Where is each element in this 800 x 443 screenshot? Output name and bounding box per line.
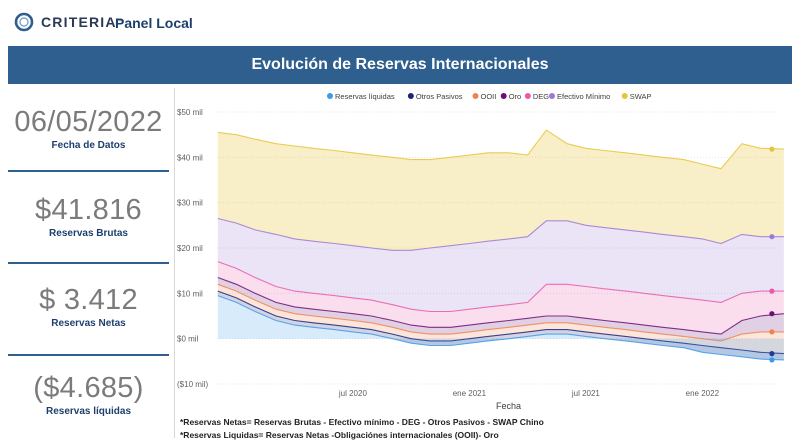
banner-title: Evolución de Reservas Internacionales xyxy=(251,56,549,73)
footnote-reservas-netas: *Reservas Netas= Reservas Brutas - Efect… xyxy=(180,417,544,427)
kpi-label-reservas-liquidas: Reservas líquidas xyxy=(45,406,132,417)
x-tick-label: ene 2022 xyxy=(686,389,720,398)
top-bar: CRITERIA ™ Panel Local xyxy=(0,0,800,52)
legend-label-oro: Oro xyxy=(509,92,522,101)
area-band-ooii xyxy=(217,284,784,354)
logo-trademark: ™ xyxy=(116,19,123,25)
panel-divider xyxy=(174,88,175,438)
y-tick-label: $20 mil xyxy=(177,244,203,253)
legend-marker-oro xyxy=(500,93,507,99)
kpi-value-reservas-brutas: $41.816 xyxy=(35,194,142,226)
legend-marker-otros-pasivos xyxy=(407,93,414,99)
kpi-value-fecha: 06/05/2022 xyxy=(14,106,163,138)
kpi-card-reservas-netas: $ 3.412 Reservas Netas xyxy=(8,268,169,356)
x-axis-title: Fecha xyxy=(496,401,521,411)
legend-label-swap: SWAP xyxy=(630,92,652,101)
kpi-value-reservas-netas: $ 3.412 xyxy=(39,284,138,316)
kpi-label-reservas-netas: Reservas Netas xyxy=(51,318,126,329)
series-line-efectivo-m-nimo xyxy=(217,217,784,251)
reserves-area-chart[interactable]: $50 mil $40 mil $30 mil $20 mil $10 mil $0 mi… xyxy=(175,86,795,412)
series-line-otros-pasivos xyxy=(217,290,784,355)
y-tick-label: $0 mil xyxy=(177,335,199,344)
legend-label-reservas-l-quidas: Reservas líquidas xyxy=(335,92,395,101)
criteria-ring-icon xyxy=(14,12,34,32)
x-tick-label: ene 2021 xyxy=(453,389,487,398)
kpi-card-reservas-brutas: $41.816 Reservas Brutas xyxy=(8,176,169,264)
series-line-reservas-l-quidas xyxy=(217,295,784,361)
series-endpoint-reservas-l-quidas xyxy=(769,357,775,363)
series-line-swap xyxy=(217,129,784,170)
kpi-card-reservas-liquidas: ($4.685) Reservas líquidas xyxy=(8,362,169,436)
area-band-deg xyxy=(217,261,784,335)
series-endpoint-ooii xyxy=(769,329,775,335)
series-endpoint-swap xyxy=(769,146,775,152)
series-line-deg xyxy=(217,261,784,313)
legend-marker-efectivo-m-nimo xyxy=(549,93,555,99)
legend-label-efectivo-m-nimo: Efectivo Mínimo xyxy=(557,92,610,101)
series-line-oro xyxy=(217,276,784,335)
area-band-swap xyxy=(217,130,784,251)
kpi-card-fecha: 06/05/2022 Fecha de Datos xyxy=(8,96,169,172)
kpi-label-reservas-brutas: Reservas Brutas xyxy=(49,228,128,239)
x-tick-label: jul 2020 xyxy=(338,389,368,398)
panel-local-link[interactable]: Panel Local xyxy=(115,15,193,31)
legend-marker-reservas-l-quidas xyxy=(327,93,333,99)
footnote-reservas-liquidas: *Reservas Liquidas= Reservas Netas -Obli… xyxy=(180,430,499,440)
kpi-label-fecha: Fecha de Datos xyxy=(51,140,126,151)
series-endpoint-efectivo-m-nimo xyxy=(769,234,775,240)
criteria-logo[interactable]: CRITERIA ™ xyxy=(13,11,123,33)
y-tick-label: $10 mil xyxy=(177,289,203,298)
legend-marker-ooii xyxy=(472,93,479,99)
legend-label-otros-pasivos: Otros Pasivos xyxy=(416,92,463,101)
legend-label-ooii: OOII xyxy=(481,92,497,101)
series-line-ooii xyxy=(217,283,784,342)
legend-marker-swap xyxy=(621,93,628,99)
legend-label-deg: DEG xyxy=(533,92,549,101)
x-tick-label: jul 2021 xyxy=(571,389,601,398)
logo-text: CRITERIA xyxy=(41,14,117,30)
y-tick-label: ($10 mil) xyxy=(177,380,208,389)
y-tick-label: $50 mil xyxy=(177,108,203,117)
y-tick-label: $40 mil xyxy=(177,153,203,162)
area-band-efectivo-m-nimo xyxy=(217,218,784,312)
series-endpoint-otros-pasivos xyxy=(769,351,775,357)
series-endpoint-deg xyxy=(769,288,775,294)
title-banner: Evolución de Reservas Internacionales xyxy=(8,46,792,84)
y-tick-label: $30 mil xyxy=(177,199,203,208)
area-band-reservas-l-quidas xyxy=(217,295,784,360)
series-endpoint-oro xyxy=(769,311,775,317)
kpi-value-reservas-liquidas: ($4.685) xyxy=(33,372,144,404)
legend-marker-deg xyxy=(524,93,531,99)
